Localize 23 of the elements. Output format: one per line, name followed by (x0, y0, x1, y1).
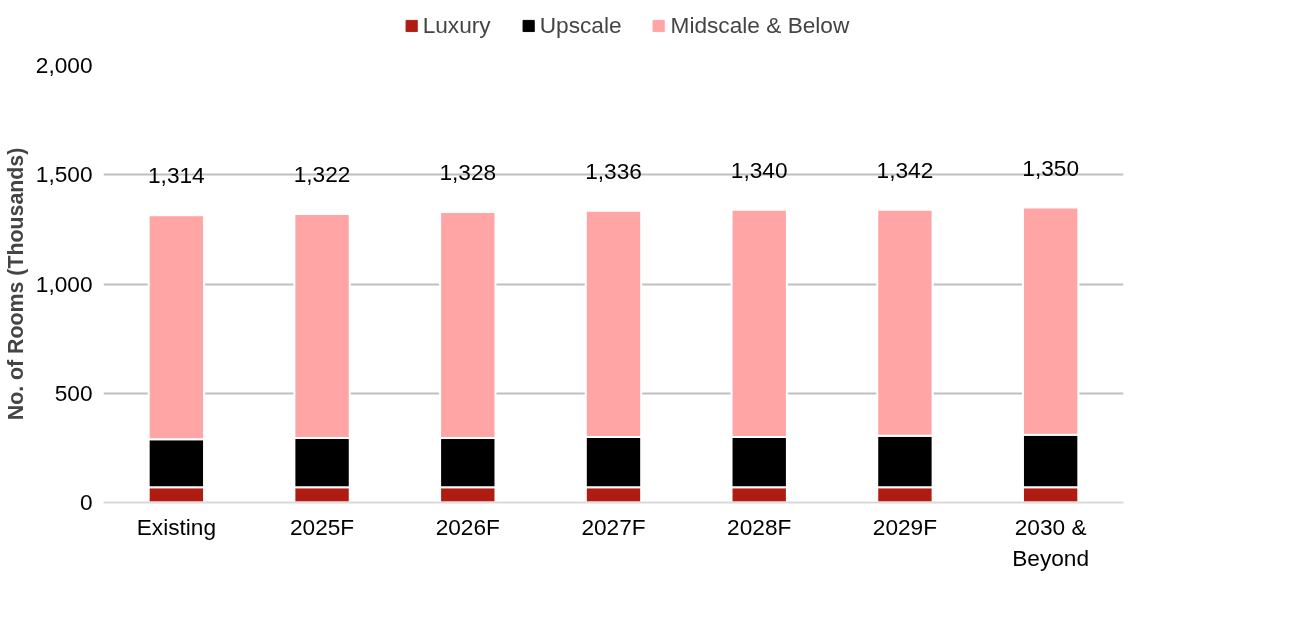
x-tick-label: 2029F (872, 513, 938, 540)
x-tick-label: Existing (136, 513, 217, 540)
y-tick-label: 500 (54, 379, 93, 406)
y-tick-label: 2,000 (35, 52, 93, 78)
x-tick-label: 2027F (581, 513, 646, 540)
total-label: 1,350 (1022, 154, 1079, 181)
legend-label: Upscale (539, 11, 622, 39)
y-tick-label: 0 (79, 489, 93, 515)
y-tick-label: 1,000 (35, 270, 93, 297)
total-label: 1,328 (439, 158, 497, 185)
total-label: 1,340 (730, 156, 788, 183)
total-label: 1,322 (293, 161, 351, 188)
x-tick-label: 2028F (727, 513, 792, 540)
y-tick-label: 1,500 (35, 161, 93, 188)
y-axis-title: No. of Rooms (Thousands) (3, 147, 28, 421)
x-tick-label: 2030 & Beyond (1012, 513, 1090, 571)
total-label: 1,314 (148, 162, 205, 189)
x-tick-label: 2025F (289, 513, 355, 540)
legend-label: Luxury (422, 11, 491, 39)
total-label: 1,336 (585, 157, 642, 184)
x-tick-label: 2026F (435, 513, 500, 540)
legend-label: Midscale & Below (670, 11, 850, 39)
total-label: 1,342 (876, 156, 934, 183)
